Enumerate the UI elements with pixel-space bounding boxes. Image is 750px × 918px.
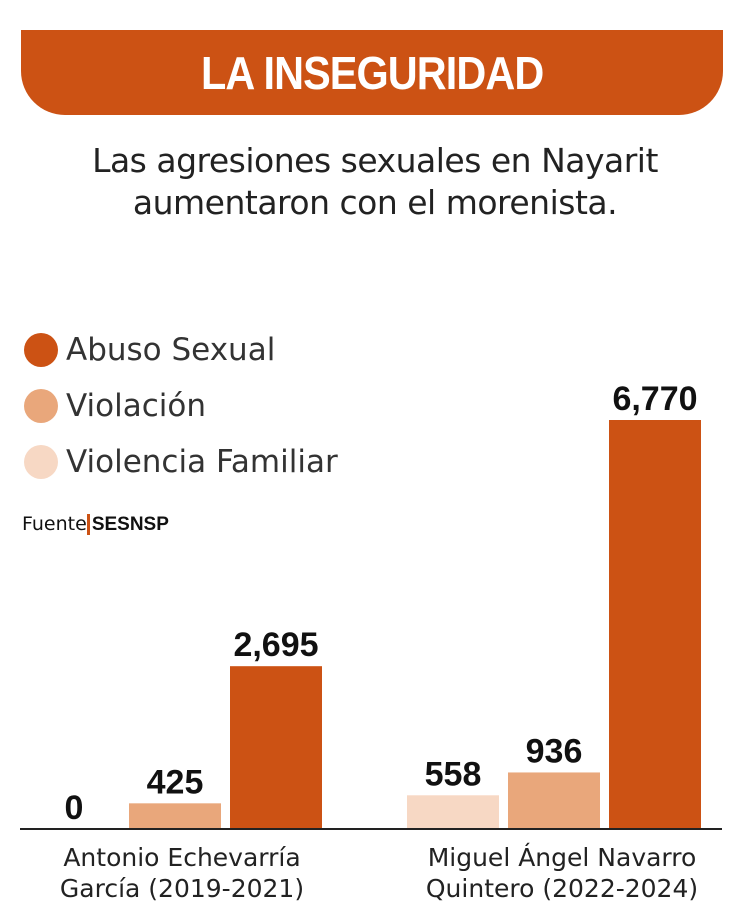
data-label: 6,770 xyxy=(612,380,697,418)
chart-title: LA INSEGURIDAD xyxy=(200,46,544,99)
legend-label: Violación xyxy=(66,388,206,424)
category-label-1: Antonio Echevarría García (2019-2021) xyxy=(12,842,352,904)
legend: Abuso Sexual Violación Violencia Familiar xyxy=(24,322,338,490)
subtitle-line-1: Las agresiones sexuales en Nayarit xyxy=(92,141,658,180)
source: Fuente SESNSP xyxy=(22,513,169,536)
category-label-2: Miguel Ángel Navarro Quintero (2022-2024) xyxy=(392,842,732,904)
category-label-line: Miguel Ángel Navarro xyxy=(427,843,697,872)
category-label-line: Antonio Echevarría xyxy=(63,843,301,872)
title-banner: LA INSEGURIDAD xyxy=(21,30,723,115)
bar xyxy=(609,420,701,829)
bar xyxy=(407,795,499,829)
data-label: 558 xyxy=(425,755,482,793)
legend-item: Violencia Familiar xyxy=(24,434,338,490)
category-label-line: García (2019-2021) xyxy=(59,874,305,903)
data-label: 2,695 xyxy=(233,626,318,664)
source-label: Fuente xyxy=(22,513,87,535)
legend-item: Violación xyxy=(24,378,338,434)
subtitle: Las agresiones sexuales en Nayarit aumen… xyxy=(0,140,750,224)
bar xyxy=(508,772,600,829)
legend-item: Abuso Sexual xyxy=(24,322,338,378)
data-label: 936 xyxy=(526,732,583,770)
data-label: 425 xyxy=(147,763,204,801)
legend-swatch xyxy=(24,333,58,367)
subtitle-line-2: aumentaron con el morenista. xyxy=(132,183,618,222)
bar xyxy=(230,666,322,829)
legend-label: Abuso Sexual xyxy=(66,332,276,368)
source-name: SESNSP xyxy=(86,514,169,535)
legend-swatch xyxy=(24,389,58,423)
data-label: 0 xyxy=(65,789,84,827)
bar xyxy=(129,803,221,829)
category-label-line: Quintero (2022-2024) xyxy=(425,874,699,903)
legend-swatch xyxy=(24,445,58,479)
legend-label: Violencia Familiar xyxy=(66,444,338,480)
